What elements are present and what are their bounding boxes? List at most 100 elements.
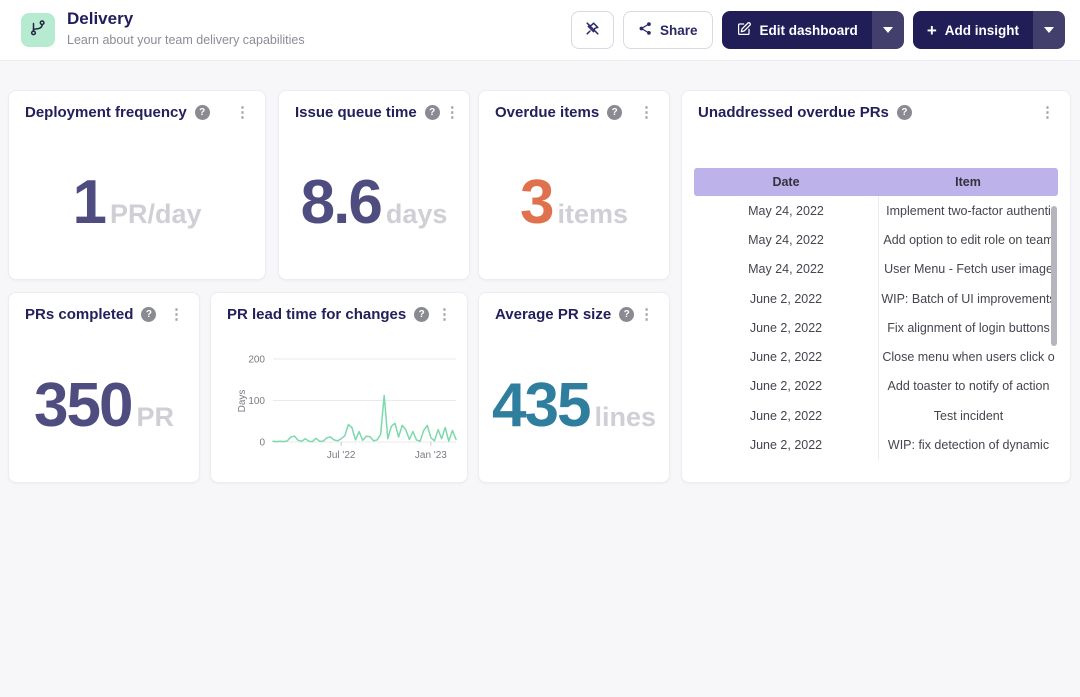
svg-text:200: 200 (248, 355, 265, 366)
metric-value: 3 (519, 168, 555, 237)
table-scrollbar[interactable] (1051, 206, 1057, 346)
edit-dashboard-dropdown-button[interactable] (871, 11, 904, 49)
row-item: Implement two-factor authenti (878, 196, 1058, 226)
card-pr-lead-time: PR lead time for changes ? ⋮ 0 100 200 Days… (210, 292, 468, 483)
svg-text:Jul '22: Jul '22 (327, 450, 356, 461)
edit-dashboard-split-button: Edit dashboard (721, 11, 904, 49)
row-date: June 2, 2022 (749, 379, 823, 394)
card-title: Overdue items (495, 104, 600, 121)
unpin-button[interactable] (571, 11, 615, 49)
page-title: Delivery (67, 9, 134, 28)
metric-value: 1 (72, 168, 107, 237)
row-item: WIP: Batch of UI improvements (878, 283, 1058, 314)
card-title: Average PR size (495, 306, 612, 323)
edit-pencil-icon (736, 21, 752, 40)
share-button[interactable]: Share (623, 11, 713, 49)
row-item: Add toaster to notify of action (878, 371, 1058, 402)
metric-value: 435 (492, 370, 591, 440)
card-issue-queue-time: Issue queue time ? ⋮ 8.6 days (278, 90, 470, 280)
help-icon[interactable]: ? (424, 105, 440, 120)
overdue-prs-table: Date Item May 24, 2022 Implement two-fact… (694, 168, 1058, 470)
pr-lead-time-chart: 0 100 200 Days Jul '22 Jan '23 (237, 355, 457, 461)
svg-text:Jan '23: Jan '23 (415, 450, 447, 461)
git-branch-icon (29, 19, 47, 42)
metric-unit: days (385, 199, 448, 229)
unpin-icon (584, 20, 601, 40)
row-item: Add option to edit role on team (878, 225, 1058, 255)
page-subtitle: Learn about your team delivery capabilit… (67, 33, 305, 47)
row-item: WIP: fix detection of dynamic (878, 430, 1058, 460)
row-item: Fix alignment of login buttons (878, 313, 1058, 343)
help-icon[interactable]: ? (896, 105, 912, 120)
row-date: May 24, 2022 (748, 203, 824, 218)
dashboard-icon-badge (21, 13, 55, 47)
share-button-label: Share (660, 22, 698, 38)
metric-value: 350 (34, 370, 133, 440)
toolbar: Share Edit dashboard + Add insight (571, 11, 1065, 49)
table-row[interactable]: June 2, 2022 WIP: Batch of UI improvement… (694, 283, 1058, 314)
top-bar: Delivery Learn about your team delivery … (0, 0, 1080, 61)
edit-dashboard-label: Edit dashboard (759, 22, 858, 38)
add-insight-split-button: + Add insight (912, 11, 1065, 49)
card-title: Deployment frequency (25, 104, 187, 121)
row-date: June 2, 2022 (749, 291, 823, 306)
help-icon[interactable]: ? (414, 307, 430, 322)
row-date: June 2, 2022 (749, 320, 823, 335)
card-title: Issue queue time (295, 104, 417, 121)
card-average-pr-size: Average PR size ? ⋮ 435 lines (478, 292, 670, 483)
card-title: PRs completed (25, 306, 134, 323)
table-row[interactable]: June 2, 2022 Close menu when users click … (694, 342, 1058, 372)
row-date: May 24, 2022 (748, 232, 824, 247)
kebab-menu-icon[interactable]: ⋮ (169, 306, 184, 323)
row-date: June 2, 2022 (749, 350, 823, 365)
table-row[interactable]: June 2, 2022 Test incident (694, 401, 1058, 431)
add-insight-button[interactable]: + Add insight (912, 11, 1033, 49)
row-date: June 2, 2022 (749, 438, 823, 453)
svg-text:0: 0 (259, 438, 265, 449)
metric-unit: PR/day (109, 199, 202, 229)
svg-text:100: 100 (248, 396, 265, 407)
table-row[interactable]: June 2, 2022 Fix alignment of login butto… (694, 313, 1058, 343)
row-item: Test incident (878, 401, 1058, 431)
kebab-menu-icon[interactable]: ⋮ (1040, 104, 1055, 121)
card-title: PR lead time for changes (227, 306, 407, 323)
help-icon[interactable]: ? (607, 105, 623, 120)
table-row[interactable]: June 2, 2022 Add toaster to notify of act… (694, 371, 1058, 402)
metric-value: 8.6 (300, 168, 383, 237)
table-body: May 24, 2022 Implement two-factor authent… (694, 196, 1058, 460)
column-header-item: Item (955, 175, 981, 189)
table-row[interactable]: May 24, 2022 User Menu - Fetch user image (694, 254, 1058, 284)
plus-icon: + (926, 20, 937, 40)
add-insight-label: Add insight (944, 22, 1019, 38)
card-overdue-items: Overdue items ? ⋮ 3 items (478, 90, 670, 280)
table-header: Date Item (694, 168, 1058, 196)
table-row[interactable]: May 24, 2022 Add option to edit role on t… (694, 225, 1058, 255)
row-date: May 24, 2022 (748, 262, 824, 277)
row-date: June 2, 2022 (749, 408, 823, 423)
card-deployment-frequency: Deployment frequency ? ⋮ 1 PR/day (8, 90, 266, 280)
chevron-down-icon (1044, 27, 1054, 33)
share-icon (638, 21, 653, 39)
help-icon[interactable]: ? (141, 307, 157, 322)
kebab-menu-icon[interactable]: ⋮ (235, 104, 250, 121)
svg-text:Days: Days (237, 390, 248, 413)
kebab-menu-icon[interactable]: ⋮ (639, 104, 654, 121)
edit-dashboard-button[interactable]: Edit dashboard (721, 11, 872, 49)
help-icon[interactable]: ? (619, 307, 635, 322)
add-insight-dropdown-button[interactable] (1033, 11, 1065, 49)
metric-unit: lines (594, 401, 656, 432)
kebab-menu-icon[interactable]: ⋮ (444, 104, 460, 121)
card-title: Unaddressed overdue PRs (698, 104, 889, 121)
card-prs-completed: PRs completed ? ⋮ 350 PR (8, 292, 200, 483)
kebab-menu-icon[interactable]: ⋮ (639, 306, 655, 323)
row-item: Close menu when users click o (878, 342, 1058, 372)
chevron-down-icon (882, 27, 893, 33)
metric-unit: PR (136, 401, 174, 432)
help-icon[interactable]: ? (194, 105, 210, 120)
card-unaddressed-overdue-prs: Unaddressed overdue PRs ? ⋮ Date Item Ma… (681, 90, 1071, 483)
metric-unit: items (557, 199, 629, 229)
table-row[interactable]: June 2, 2022 WIP: fix detection of dynami… (694, 430, 1058, 460)
table-row[interactable]: May 24, 2022 Implement two-factor authent… (694, 196, 1058, 226)
row-item: User Menu - Fetch user image (878, 254, 1058, 284)
kebab-menu-icon[interactable]: ⋮ (437, 306, 452, 323)
